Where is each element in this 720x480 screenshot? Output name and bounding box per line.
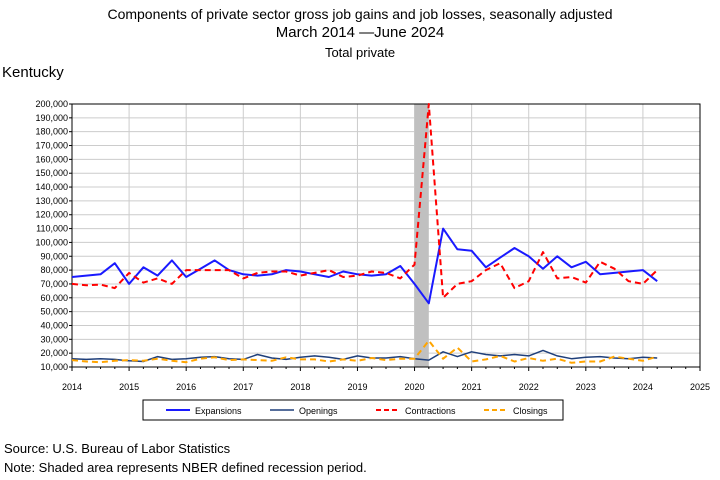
chart-date-range: March 2014 —June 2024 — [275, 24, 445, 41]
x-tick-label: 2015 — [119, 382, 139, 392]
series-line-openings — [71, 349, 658, 363]
recession-note: Note: Shaded area represents NBER define… — [4, 460, 367, 475]
y-tick-label: 140,000 — [35, 182, 68, 192]
x-tick-label: 2018 — [290, 382, 310, 392]
y-tick-label: 50,000 — [40, 307, 68, 317]
legend — [142, 399, 564, 421]
y-tick-label: 90,000 — [40, 251, 68, 261]
y-tick-label: 100,000 — [35, 237, 68, 247]
legend-label-openings: Openings — [299, 406, 338, 416]
y-tick-label: 60,000 — [40, 293, 68, 303]
y-tick-label: 110,000 — [36, 224, 68, 234]
region-label: Kentucky — [2, 64, 64, 81]
y-tick-label: 130,000 — [35, 196, 68, 206]
x-tick-label: 2016 — [176, 382, 196, 392]
y-tick-label: 80,000 — [40, 265, 68, 275]
y-tick-label: 20,000 — [40, 348, 68, 358]
y-tick-label: 190,000 — [35, 113, 68, 123]
legend-label-closings: Closings — [513, 406, 548, 416]
y-tick-label: 10,000 — [40, 362, 68, 372]
chart-title: Components of private sector gross job g… — [107, 6, 613, 22]
y-tick-label: 40,000 — [40, 320, 68, 330]
legend-label-expansions: Expansions — [195, 406, 242, 416]
x-tick-label: 2025 — [690, 382, 710, 392]
x-tick-label: 2021 — [462, 382, 482, 392]
x-tick-label: 2023 — [576, 382, 596, 392]
y-tick-label: 70,000 — [40, 279, 68, 289]
y-tick-label: 170,000 — [35, 141, 68, 151]
y-tick-label: 30,000 — [40, 334, 68, 344]
y-tick-label: 180,000 — [35, 127, 68, 137]
y-tick-label: 200,000 — [35, 99, 68, 109]
y-tick-label: 150,000 — [35, 168, 68, 178]
x-tick-label: 2017 — [233, 382, 253, 392]
plot-area — [72, 104, 700, 367]
x-tick-label: 2019 — [347, 382, 367, 392]
series-line-closings — [71, 339, 658, 364]
x-tick-label: 2024 — [633, 382, 653, 392]
x-tick-label: 2022 — [519, 382, 539, 392]
y-tick-label: 160,000 — [35, 154, 68, 164]
series-line-expansions — [71, 227, 658, 305]
y-tick-label: 120,000 — [35, 210, 68, 220]
recession-shading — [414, 104, 429, 367]
x-tick-label: 2020 — [405, 382, 425, 392]
source-note: Source: U.S. Bureau of Labor Statistics — [4, 441, 231, 456]
plot-frame — [71, 103, 701, 368]
chart-subtitle: Total private — [324, 45, 396, 60]
legend-label-contractions: Contractions — [405, 406, 456, 416]
x-tick-label: 2014 — [62, 382, 82, 392]
